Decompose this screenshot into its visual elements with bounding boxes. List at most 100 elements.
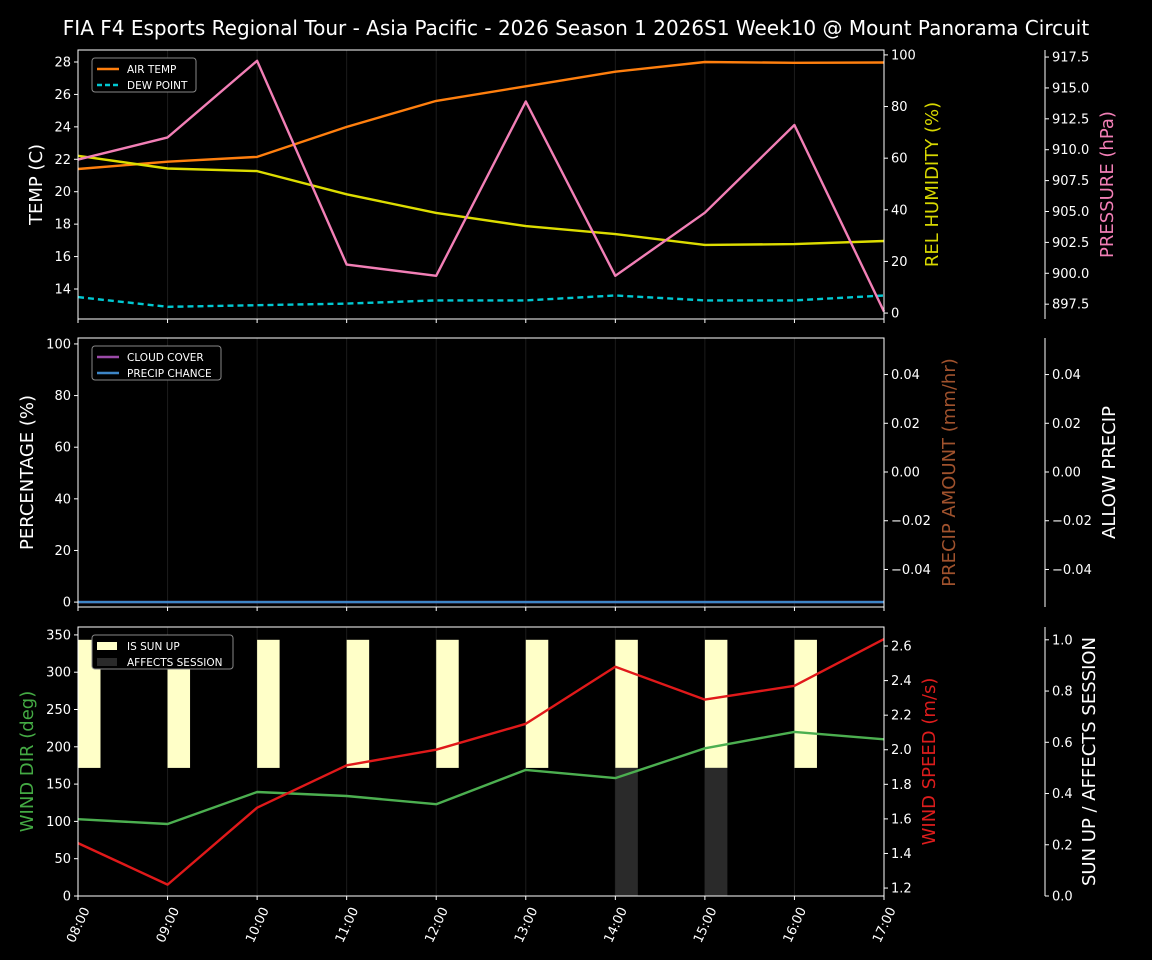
y-tick-label: 0.00	[891, 466, 920, 481]
axis-label: PRESSURE (hPa)	[1097, 111, 1118, 258]
x-tick-label: 15:00	[691, 905, 720, 945]
x-tick-label: 10:00	[243, 905, 272, 945]
bar-is-sun-up	[704, 639, 728, 768]
series-line-axis1	[77, 154, 885, 247]
y-tick-label: 917.5	[1052, 51, 1089, 66]
y-tick-label: 250	[46, 703, 71, 718]
series-line-axis1	[77, 638, 885, 886]
y-tick-label: 1.8	[891, 778, 912, 793]
plot-frame	[77, 49, 885, 320]
y-tick-label: 912.5	[1052, 112, 1089, 127]
bar-is-sun-up	[78, 639, 101, 768]
x-tick-label: 08:00	[64, 905, 93, 945]
y-tick-label: 915.0	[1052, 81, 1089, 96]
y-tick-label: 100	[46, 815, 71, 830]
y-tick-label: 0	[63, 890, 71, 905]
legend-swatch	[97, 642, 117, 650]
panel-1: 14 16 18 20 22 24 26 28 TEMP (C) 0 20 40 60 80 100 REL …	[26, 48, 1118, 323]
x-tick-label: 12:00	[422, 905, 451, 945]
legend-label: CLOUD COVER	[127, 352, 204, 364]
legend-label: AFFECTS SESSION	[127, 657, 223, 669]
y-tick-label: 902.5	[1052, 236, 1089, 251]
series-line-axis2	[77, 59, 886, 313]
y-tick-label: −0.04	[1052, 563, 1092, 578]
bar-is-sun-up	[794, 639, 817, 768]
legend-label: IS SUN UP	[127, 641, 180, 653]
y-tick-label: 40	[54, 492, 71, 507]
y-tick-label: 0.0	[1052, 890, 1073, 905]
chart-title: FIA F4 Esports Regional Tour - Asia Paci…	[63, 16, 1090, 40]
y-tick-label: 26	[54, 88, 71, 103]
y-tick-label: 100	[46, 337, 71, 352]
y-tick-label: 2.6	[891, 640, 912, 655]
y-tick-label: 60	[891, 152, 908, 167]
bar-affects-session	[615, 767, 638, 896]
x-tick-label: 16:00	[781, 905, 810, 945]
bar-is-sun-up	[257, 639, 280, 768]
y-tick-label: 907.5	[1052, 174, 1089, 189]
bar-is-sun-up	[436, 639, 459, 768]
axis-label: WIND DIR (deg)	[17, 691, 38, 833]
axis-label: SUN UP / AFFECTS SESSION	[1079, 637, 1100, 886]
x-tick-label: 11:00	[333, 905, 362, 945]
y-tick-label: 0	[63, 596, 71, 611]
y-tick-label: 40	[891, 203, 908, 218]
x-tick-label: 13:00	[512, 905, 541, 945]
axis-label: REL HUMIDITY (%)	[922, 102, 943, 267]
y-tick-label: 18	[54, 218, 71, 233]
series-line-axis0	[77, 730, 885, 826]
x-tick-label: 17:00	[870, 905, 899, 945]
y-tick-label: 80	[891, 100, 908, 115]
series-line-air-temp	[77, 60, 885, 171]
axis-label: WIND SPEED (m/s)	[919, 678, 940, 846]
axis-label: PERCENTAGE (%)	[17, 395, 38, 550]
y-tick-label: 20	[54, 185, 71, 200]
y-tick-label: 14	[54, 283, 71, 298]
bar-is-sun-up	[167, 639, 191, 768]
y-tick-label: 1.0	[1052, 633, 1073, 648]
y-tick-label: 897.5	[1052, 298, 1089, 313]
y-tick-label: 20	[54, 544, 71, 559]
y-tick-label: 0.04	[1052, 368, 1081, 383]
y-tick-label: 2.0	[891, 743, 912, 758]
legend: CLOUD COVER PRECIP CHANCE	[91, 345, 222, 381]
x-tick-label: 09:00	[154, 905, 183, 945]
y-tick-label: −0.02	[891, 514, 931, 529]
panel-2: 0 20 40 60 80 100 PERCENTAGE (%) −0.04 −0.02 0.00…	[17, 337, 1120, 611]
legend-box	[91, 345, 222, 381]
legend-swatch	[97, 658, 117, 666]
y-tick-label: 1.2	[891, 882, 912, 897]
bar-is-sun-up	[615, 639, 638, 768]
y-tick-label: 24	[54, 120, 71, 135]
axis-label: TEMP (C)	[26, 144, 47, 226]
y-tick-label: 0.2	[1052, 838, 1073, 853]
y-tick-label: 0.02	[891, 417, 920, 432]
y-tick-label: 0.4	[1052, 787, 1073, 802]
y-tick-label: 300	[46, 666, 71, 681]
y-tick-label: −0.02	[1052, 514, 1092, 529]
legend: IS SUN UP AFFECTS SESSION	[91, 634, 234, 670]
panel-3: 0 50 100 150 200 250 300 350 WIND DIR (deg) 1.2 1.…	[17, 626, 1100, 905]
legend-box	[91, 57, 197, 93]
y-tick-label: 1.4	[891, 847, 912, 862]
legend-label: DEW POINT	[127, 80, 188, 92]
y-tick-label: 0.02	[1052, 417, 1081, 432]
y-tick-label: 910.0	[1052, 143, 1089, 158]
axis-label: PRECIP AMOUNT (mm/hr)	[939, 358, 960, 587]
y-tick-label: 0.6	[1052, 736, 1073, 751]
y-tick-label: 905.0	[1052, 205, 1089, 220]
bar-is-sun-up	[346, 639, 370, 768]
legend-box	[91, 634, 234, 670]
y-tick-label: 1.6	[891, 812, 912, 827]
legend: AIR TEMP DEW POINT	[91, 57, 197, 93]
y-tick-label: 350	[46, 628, 71, 643]
y-tick-label: 900.0	[1052, 267, 1089, 282]
y-tick-label: 50	[54, 852, 71, 867]
y-tick-label: 0	[891, 307, 899, 322]
y-tick-label: −0.04	[891, 563, 931, 578]
axis-label: ALLOW PRECIP	[1099, 406, 1120, 539]
plot-frame	[77, 626, 885, 897]
y-tick-label: 28	[54, 55, 71, 70]
y-tick-label: 0.00	[1052, 466, 1081, 481]
